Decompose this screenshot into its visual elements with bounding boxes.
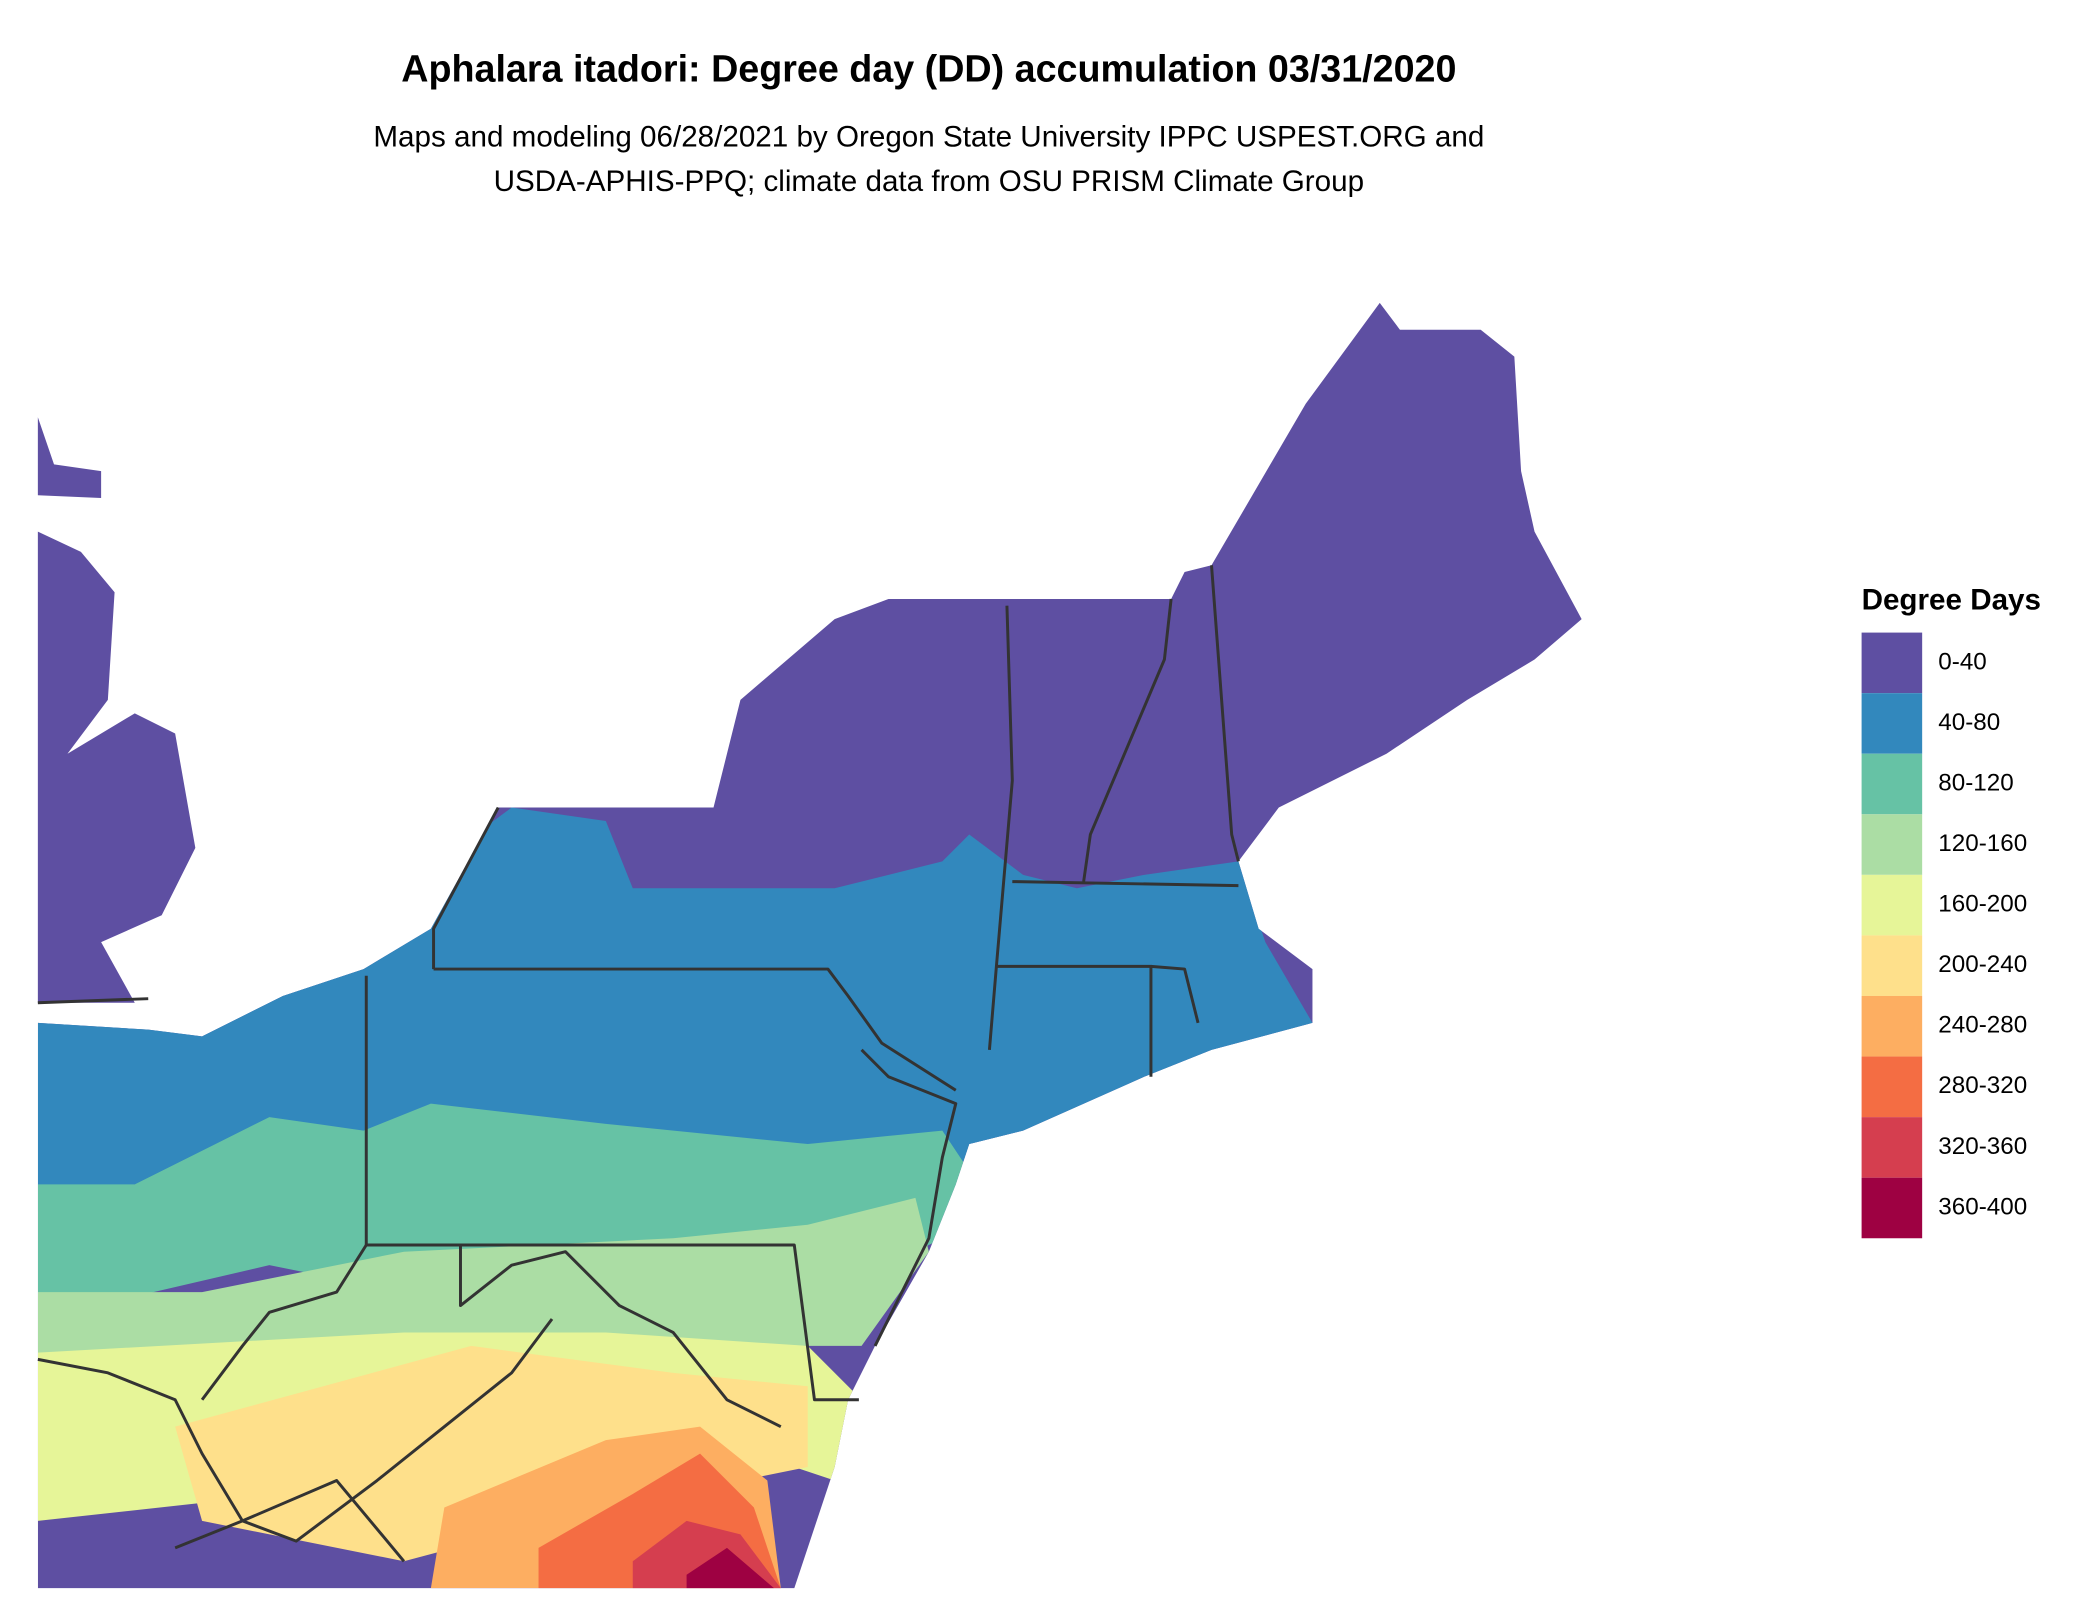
legend-label: 40-80 [1938, 709, 2000, 736]
legend-swatch [1861, 995, 1923, 1057]
michigan-land [37, 531, 196, 1003]
legend-swatch [1861, 935, 1923, 996]
legend-swatch [1861, 874, 1923, 936]
map-subtitle: USDA-APHIS-PPQ; climate data from OSU PR… [494, 165, 1364, 198]
state-borders [37, 565, 1240, 1563]
legend-label: 280-320 [1938, 1072, 2027, 1099]
legend-label: 200-240 [1938, 951, 2027, 978]
legend-label: 240-280 [1938, 1012, 2027, 1039]
legend-label: 320-360 [1938, 1133, 2027, 1160]
legend: Degree Days 0-40 40-80 80-120 120-160 160-20… [1861, 583, 2041, 1239]
legend-swatch [1861, 1177, 1923, 1239]
upper-peninsula-land [37, 417, 102, 498]
map-area [37, 302, 1582, 1589]
legend-label: 120-160 [1938, 830, 2027, 857]
legend-swatch [1861, 814, 1923, 875]
zone-80-120 [37, 1103, 970, 1320]
legend-swatch [1861, 693, 1923, 754]
legend-label: 360-400 [1938, 1193, 2027, 1220]
legend-label: 80-120 [1938, 769, 2013, 796]
zone-120-160 [37, 1197, 929, 1360]
legend-swatch [1861, 1056, 1923, 1118]
legend-swatch [1861, 1117, 1923, 1178]
zone-40-80 [37, 807, 1313, 1212]
map-title: Aphalara itadori: Degree day (DD) accumu… [401, 47, 1456, 89]
legend-swatch [1861, 632, 1923, 694]
map-subtitle: Maps and modeling 06/28/2021 by Oregon S… [373, 120, 1484, 153]
zone-200-240 [175, 1345, 808, 1562]
legend-swatch [1861, 753, 1923, 815]
legend-label: 160-200 [1938, 891, 2027, 918]
zone-360-400 [686, 1547, 775, 1589]
legend-title: Degree Days [1862, 583, 2041, 616]
legend-label: 0-40 [1938, 648, 1986, 675]
